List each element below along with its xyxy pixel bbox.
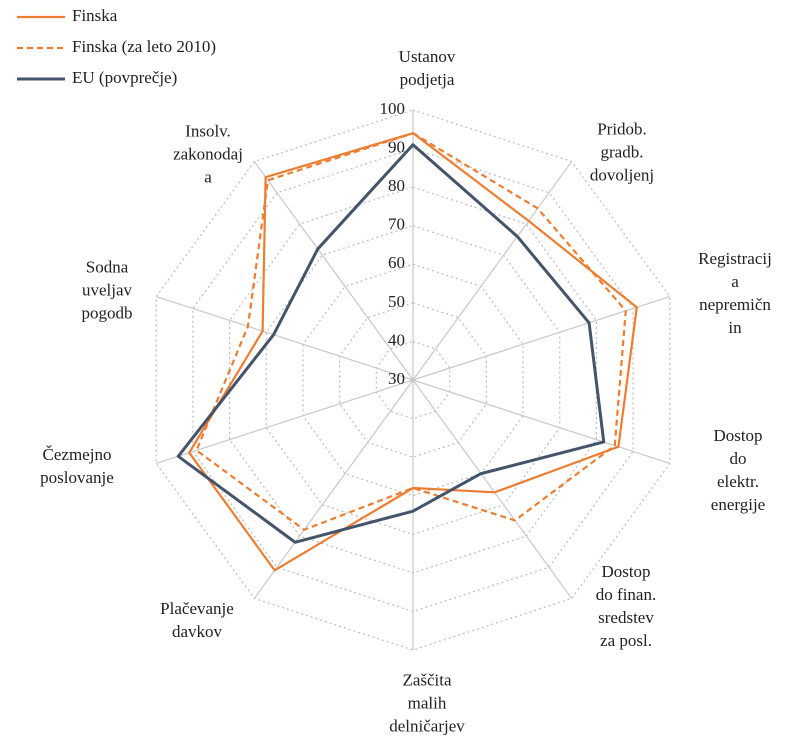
category-label: Dostop do finan. sredstev za posl. xyxy=(595,562,657,650)
axis-spoke xyxy=(412,295,670,381)
category-label: Dostop do elektr. energije xyxy=(710,426,766,514)
axis-spoke xyxy=(156,379,414,465)
series-line xyxy=(188,132,638,572)
category-label: Insolv. zakonodaj a xyxy=(173,121,243,187)
category-label: Sodna uveljav pogodb xyxy=(81,257,133,323)
category-label: Registracij a nepremičn in xyxy=(698,249,772,337)
r-tick-label: 50 xyxy=(388,292,405,311)
series-line xyxy=(176,143,606,544)
r-tick-label: 60 xyxy=(388,253,405,272)
axis-spoke xyxy=(412,379,573,599)
category-label: Zaščita malih delničarjev xyxy=(389,670,465,736)
legend-label: Finska (za leto 2010) xyxy=(72,37,216,56)
r-tick-label: 40 xyxy=(388,330,405,349)
axis-spoke xyxy=(253,379,414,599)
axis-spoke xyxy=(253,161,414,381)
r-tick-label: 30 xyxy=(388,369,405,388)
category-label: Ustanov podjetja xyxy=(398,47,456,89)
grid-ring xyxy=(155,109,671,651)
legend-label: Finska xyxy=(72,6,118,25)
category-label: Plačevanje davkov xyxy=(160,599,234,641)
axis-spoke xyxy=(412,161,573,381)
axis-spoke xyxy=(156,295,414,381)
r-tick-label: 90 xyxy=(388,137,405,156)
axis-spoke xyxy=(412,379,670,465)
category-label: Pridob. gradb. dovoljenj xyxy=(589,119,655,185)
r-tick-label: 70 xyxy=(388,215,405,234)
grid-ring xyxy=(302,263,524,497)
r-tick-label: 80 xyxy=(388,176,405,195)
category-label: Čezmejno poslovanje xyxy=(40,445,114,487)
legend-label: EU (povprečje) xyxy=(72,68,177,87)
r-tick-label: 100 xyxy=(380,99,406,118)
series-line xyxy=(195,132,627,531)
